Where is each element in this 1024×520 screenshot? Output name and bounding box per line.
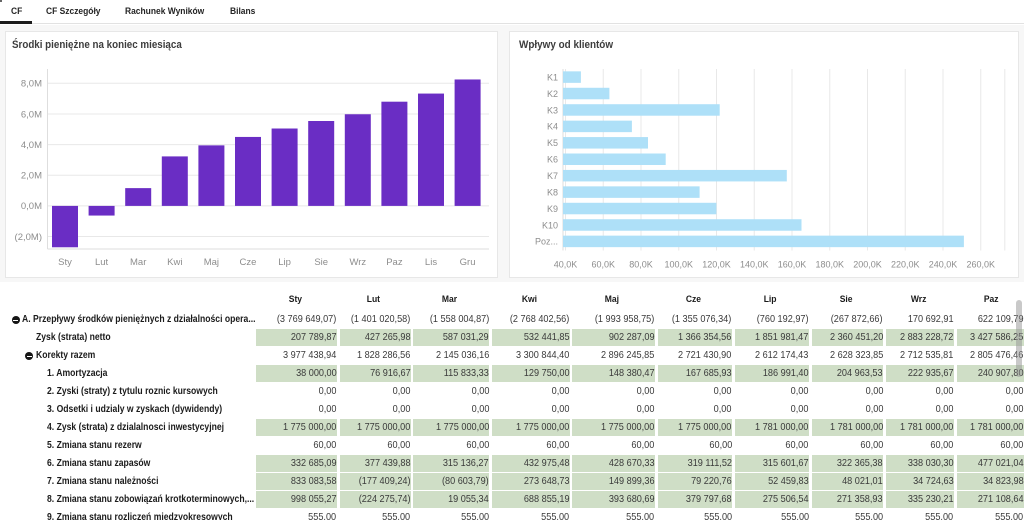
svg-text:K6: K6: [547, 155, 558, 165]
svg-text:Poz...: Poz...: [535, 237, 558, 247]
svg-text:2,0M: 2,0M: [21, 171, 42, 182]
svg-text:Wrz: Wrz: [349, 257, 366, 268]
svg-text:140,0K: 140,0K: [740, 260, 769, 270]
svg-text:Cze: Cze: [240, 257, 257, 268]
svg-text:Sie: Sie: [314, 257, 328, 268]
svg-text:80,0K: 80,0K: [629, 260, 653, 270]
svg-text:K7: K7: [547, 171, 558, 181]
svg-text:Lip: Lip: [278, 257, 291, 268]
svg-text:Mar: Mar: [130, 257, 146, 268]
svg-text:Maj: Maj: [204, 257, 219, 268]
svg-text:K4: K4: [547, 122, 558, 132]
svg-text:160,0K: 160,0K: [778, 260, 807, 270]
svg-text:Gru: Gru: [460, 257, 476, 268]
svg-text:120,0K: 120,0K: [702, 260, 731, 270]
svg-text:Lis: Lis: [425, 257, 437, 268]
svg-text:Kwi: Kwi: [167, 257, 182, 268]
svg-text:K3: K3: [547, 105, 558, 115]
svg-text:K9: K9: [547, 204, 558, 214]
svg-text:260,0K: 260,0K: [966, 260, 995, 270]
svg-text:240,0K: 240,0K: [929, 260, 958, 270]
svg-text:K5: K5: [547, 138, 558, 148]
svg-text:180,0K: 180,0K: [815, 260, 844, 270]
svg-text:200,0K: 200,0K: [853, 260, 882, 270]
svg-text:Sty: Sty: [58, 257, 72, 268]
svg-text:Lut: Lut: [95, 257, 109, 268]
svg-text:0,0M: 0,0M: [21, 201, 42, 212]
svg-text:8,0M: 8,0M: [21, 79, 42, 90]
svg-text:100,0K: 100,0K: [664, 260, 693, 270]
svg-text:40,0K: 40,0K: [554, 260, 578, 270]
svg-text:Paz: Paz: [386, 257, 403, 268]
svg-text:K10: K10: [542, 220, 558, 230]
svg-text:4,0M: 4,0M: [21, 140, 42, 151]
svg-text:K1: K1: [547, 72, 558, 82]
svg-text:(2,0M): (2,0M): [15, 232, 42, 243]
svg-text:220,0K: 220,0K: [891, 260, 920, 270]
svg-text:6,0M: 6,0M: [21, 109, 42, 120]
svg-text:K8: K8: [547, 187, 558, 197]
svg-text:60,0K: 60,0K: [591, 260, 615, 270]
svg-text:K2: K2: [547, 89, 558, 99]
